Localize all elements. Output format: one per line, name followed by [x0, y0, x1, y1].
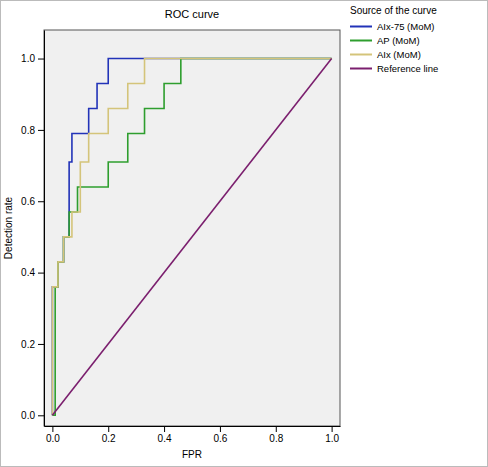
- legend-entry: AIx (MoM): [377, 49, 421, 60]
- roc-curve: [52, 59, 331, 416]
- x-tick-mark: [332, 426, 333, 432]
- y-tick-label: 0.8: [21, 125, 35, 136]
- title: ROC curve: [165, 8, 219, 20]
- y-tick-mark: [38, 415, 44, 416]
- series-group: [52, 59, 331, 416]
- legend-entry: AP (MoM): [377, 35, 420, 46]
- x-tick-mark: [108, 426, 109, 432]
- y-tick-label: 1.0: [21, 53, 35, 64]
- x-tick: 0.0: [46, 426, 60, 444]
- y-tick-label: 0.4: [21, 267, 35, 278]
- roc-curve: [52, 59, 331, 416]
- x-tick-label: 1.0: [325, 433, 339, 444]
- y-tick-mark: [38, 344, 44, 345]
- y-tick: 1.0: [21, 53, 44, 64]
- y-axis-title: Detection rate: [3, 196, 14, 259]
- y-tick: 0.8: [21, 125, 44, 136]
- x-axis: 0.0 0.2 0.4 0.6 0.8 1.0: [45, 426, 341, 444]
- chart: ROC curve0.00.20.40.60.81.00.00.20.40.60…: [0, 0, 488, 467]
- roc-curve: [52, 59, 331, 416]
- x-tick: 1.0: [325, 426, 339, 444]
- plot-area: [44, 30, 340, 426]
- y-tick-mark: [38, 130, 44, 131]
- y-tick: 0.2: [21, 339, 44, 350]
- x-tick-mark: [52, 426, 53, 432]
- roc-curve: [52, 59, 331, 416]
- legend-entry: Reference line: [377, 63, 438, 74]
- x-tick-label: 0.6: [213, 433, 227, 444]
- y-tick-label: 0.0: [21, 410, 35, 421]
- x-axis-line: [45, 426, 341, 427]
- y-tick-label: 0.2: [21, 339, 35, 350]
- x-tick: 0.8: [269, 426, 283, 444]
- y-tick-mark: [38, 273, 44, 274]
- x-tick-mark: [164, 426, 165, 432]
- y-tick-mark: [38, 201, 44, 202]
- legend: Source of the curve AIx-75 (MoM) AP (MoM) A…: [350, 5, 438, 74]
- y-tick: 0.0: [21, 410, 44, 421]
- y-axis: 0.0 0.2 0.4 0.6 0.8 1.0: [21, 31, 44, 427]
- legend-swatch: [350, 54, 372, 56]
- x-tick-mark: [220, 426, 221, 432]
- x-axis-title: FPR: [182, 449, 202, 460]
- y-axis-line: [44, 31, 45, 427]
- x-tick-label: 0.4: [158, 433, 172, 444]
- y-tick: 0.6: [21, 196, 44, 207]
- legend-swatch: [350, 40, 372, 42]
- x-tick-label: 0.2: [102, 433, 116, 444]
- x-tick: 0.2: [102, 426, 116, 444]
- x-tick: 0.4: [158, 426, 172, 444]
- x-tick-label: 0.0: [46, 433, 60, 444]
- legend-swatch: [350, 26, 372, 28]
- x-tick: 0.6: [213, 426, 227, 444]
- legend-entry: AIx-75 (MoM): [377, 21, 435, 32]
- y-tick: 0.4: [21, 267, 44, 278]
- y-tick-label: 0.6: [21, 196, 35, 207]
- chart-background: [1, 1, 488, 467]
- x-tick-label: 0.8: [269, 433, 283, 444]
- legend-swatch: [350, 68, 372, 70]
- legend-title: Source of the curve: [350, 5, 437, 16]
- y-tick-mark: [38, 59, 44, 60]
- x-tick-mark: [276, 426, 277, 432]
